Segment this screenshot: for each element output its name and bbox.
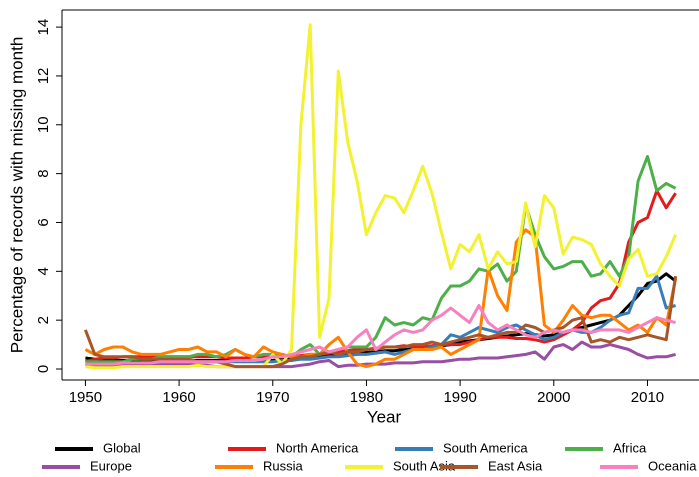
y-tick-label: 6 [35,218,52,226]
y-tick-label: 4 [35,267,52,275]
x-tick-label: 1950 [69,389,102,406]
legend-label: Russia [263,458,304,473]
legend-label: South Asia [393,458,456,473]
series-line [85,304,676,366]
legend-label: East Asia [488,458,543,473]
series-line [83,275,678,369]
y-tick-label: 8 [35,169,52,177]
y-tick-label: 12 [35,68,52,85]
y-axis-title: Percentage of records with missing month [7,37,26,354]
y-tick-label: 14 [35,19,52,36]
x-tick-label: 1960 [162,389,195,406]
series-line [85,23,677,370]
x-axis-title: Year [367,407,402,426]
y-tick-label: 0 [35,365,52,373]
x-tick-label: 1970 [256,389,289,406]
y-tick-label: 10 [35,116,52,133]
x-tick-label: 2000 [537,389,570,406]
legend-label: Africa [613,440,647,455]
series-line [85,155,677,364]
series-line [85,189,677,364]
series-line [84,228,678,369]
legend-label: South America [443,440,528,455]
y-tick-label: 2 [35,316,52,324]
x-tick-label: 1980 [350,389,383,406]
x-tick-label: 1990 [443,389,476,406]
legend-label: Oceania [648,458,697,473]
legend-label: Global [103,440,141,455]
legend-label: North America [276,440,359,455]
legend-label: Europe [90,458,132,473]
x-tick-label: 2010 [631,389,664,406]
